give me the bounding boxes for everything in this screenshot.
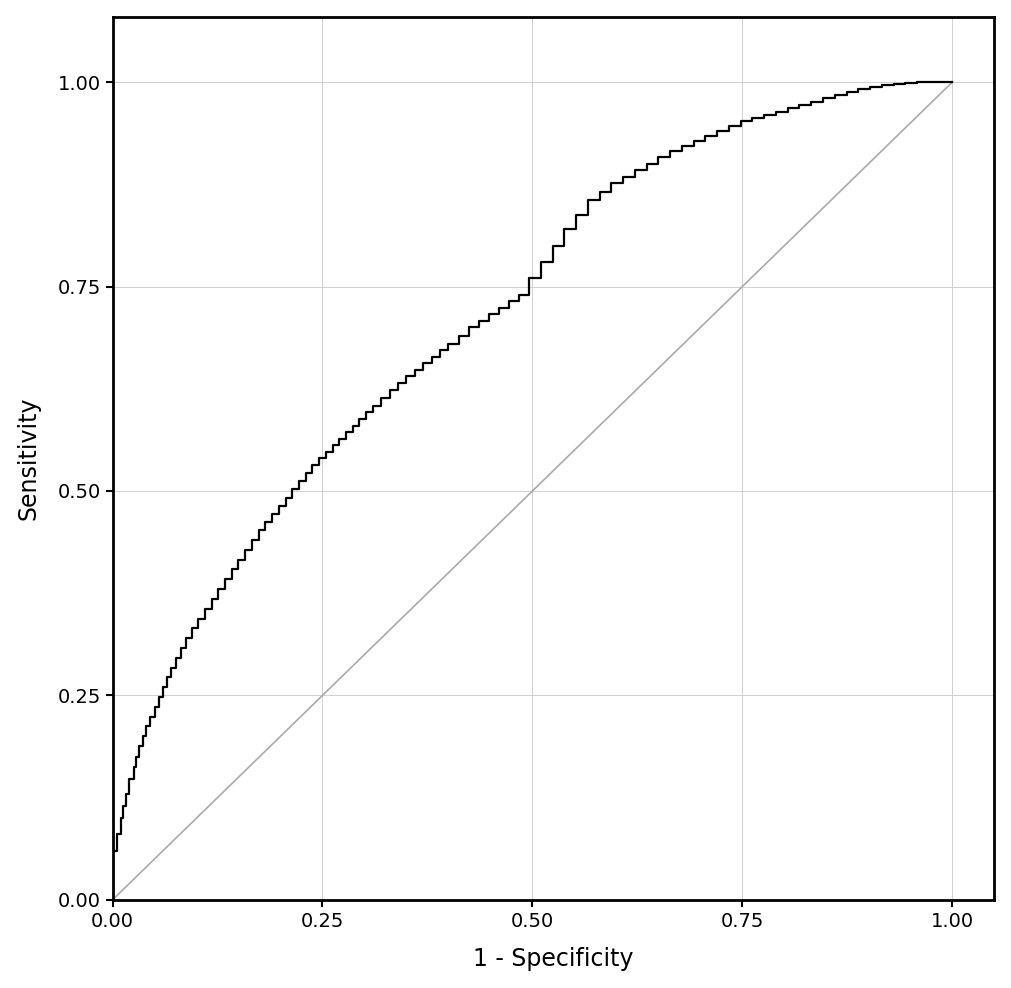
X-axis label: 1 - Specificity: 1 - Specificity: [473, 947, 634, 971]
Y-axis label: Sensitivity: Sensitivity: [16, 396, 40, 520]
